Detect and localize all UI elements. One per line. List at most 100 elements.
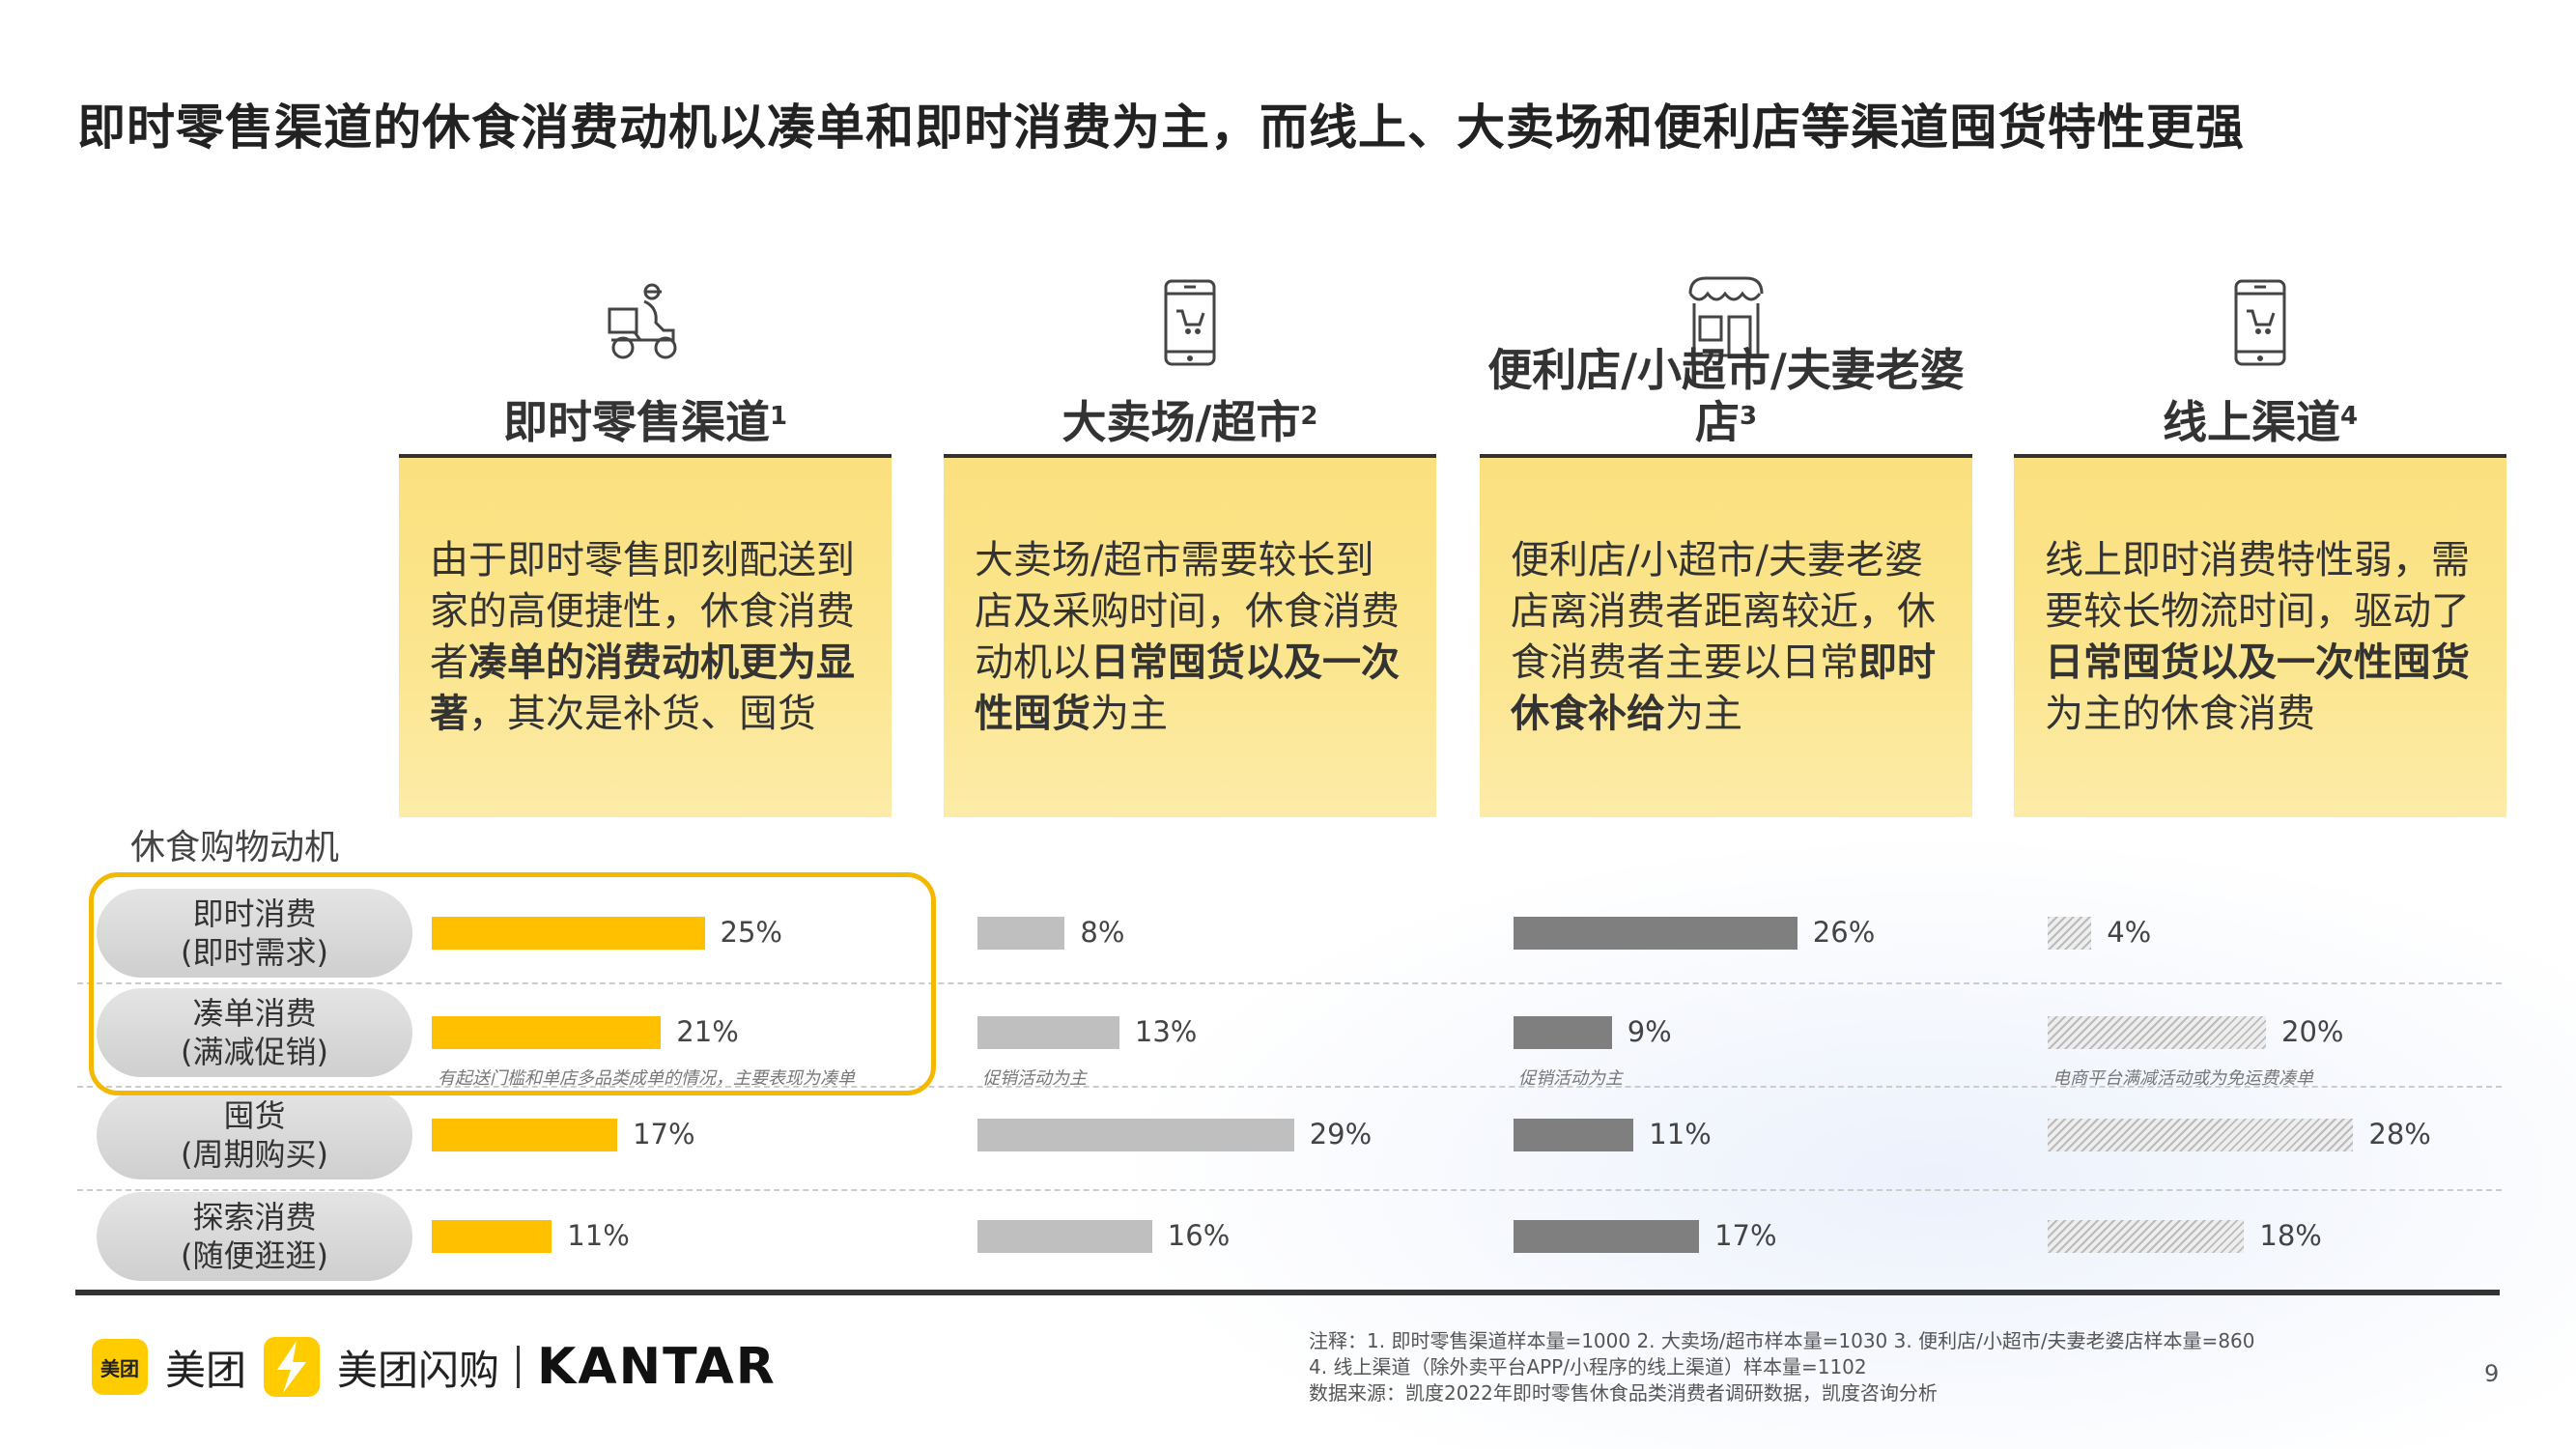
meituan-logo-badge: 美团 — [92, 1339, 148, 1395]
motive-detail: (即时需求) — [181, 934, 328, 971]
bar — [1514, 1016, 1612, 1049]
bar-value: 28% — [2368, 1118, 2431, 1151]
bar — [977, 917, 1065, 950]
motive-name: 凑单消费 — [192, 995, 317, 1032]
page-number: 9 — [2484, 1360, 2500, 1387]
channel-description: 线上即时消费特性弱，需要较长物流时间，驱动了日常囤货以及一次性囤货为主的休食消费 — [2014, 458, 2506, 817]
description-text: 便利店/小超市/夫妻老婆店离消费者距离较近，休食消费者主要以日常 — [1511, 538, 1936, 685]
footnote-ref: 3 — [1739, 402, 1758, 431]
bar — [977, 1016, 1119, 1049]
bar — [432, 1119, 618, 1151]
description-text: ，其次是补货、囤货 — [468, 692, 816, 736]
footnote-line: 4. 线上渠道（除外卖平台APP/小程序的线上渠道）样本量=1102 — [1309, 1355, 1867, 1378]
kantar-logo: KANTAR — [537, 1338, 777, 1396]
background-decoration — [966, 773, 2576, 1449]
channel-column: 即时零售渠道1 由于即时零售即刻配送到家的高便捷性，休食消费者凑单的消费动机更为… — [399, 251, 892, 817]
bar-value: 9% — [1627, 1015, 1672, 1048]
store-icon — [1480, 251, 1972, 357]
motive-label-pill: 探索消费 (随便逛逛) — [97, 1192, 412, 1281]
bar — [432, 1016, 662, 1049]
bar-value: 20% — [2281, 1015, 2344, 1048]
channel-description: 大卖场/超市需要较长到店及采购时间，休食消费动机以日常囤货以及一次性囤货为主 — [944, 458, 1436, 817]
bar-value: 11% — [1649, 1118, 1712, 1151]
description-text: 为主 — [1665, 692, 1742, 736]
header-rule — [944, 454, 1436, 458]
bar-note: 促销活动为主 — [982, 1068, 1087, 1089]
description-text: 大卖场/超市需要较长到店及采购时间，休食消费动机以 — [975, 538, 1400, 685]
divider — [75, 1290, 2500, 1295]
row-separator — [77, 1086, 2502, 1088]
footnote-line: 注释：1. 即时零售渠道样本量=1000 2. 大卖场/超市样本量=1030 3… — [1309, 1329, 2255, 1352]
phone-cart-icon — [944, 251, 1436, 367]
channel-header: 大卖场/超市2 — [944, 367, 1436, 454]
channel-header: 便利店/小超市/夫妻老婆店3 — [1480, 344, 1972, 454]
bar-value: 4% — [2107, 916, 2152, 949]
motive-label-pill: 凑单消费 (满减促销) — [97, 988, 412, 1077]
header-rule — [2014, 454, 2506, 458]
bar — [1514, 1119, 1634, 1151]
channel-header: 线上渠道4 — [2014, 367, 2506, 454]
bar-value: 13% — [1134, 1015, 1198, 1048]
footnote-ref: 4 — [2339, 402, 2359, 431]
bar-value: 29% — [1309, 1118, 1373, 1151]
footnote-ref: 1 — [769, 402, 788, 431]
bar-note: 促销活动为主 — [1518, 1068, 1623, 1089]
bar-value: 17% — [1714, 1219, 1777, 1252]
channel-column: 线上渠道4 线上即时消费特性弱，需要较长物流时间，驱动了日常囤货以及一次性囤货为… — [2014, 251, 2506, 817]
bar-value: 26% — [1812, 916, 1876, 949]
bar-value: 25% — [720, 916, 782, 949]
logo-bar: 美团 美团 美团闪购 KANTAR — [92, 1337, 777, 1397]
bar — [2048, 1220, 2245, 1253]
description-text: 由于即时零售即刻配送到家的高便捷性，休食消费者 — [430, 538, 855, 685]
bar — [432, 917, 705, 950]
meituan-logo: 美团 — [165, 1346, 247, 1394]
motive-name: 囤货 — [223, 1097, 286, 1134]
description-text: 为主 — [1090, 692, 1168, 736]
bar — [1514, 917, 1798, 950]
bar — [977, 1119, 1294, 1151]
channel-name: 便利店/小超市/夫妻老婆店 — [1487, 344, 1965, 448]
highlight-frame — [89, 872, 936, 1095]
bar — [977, 1220, 1152, 1253]
bar — [1514, 1220, 1700, 1253]
description-text: 线上即时消费特性弱，需要较长物流时间，驱动了 — [2045, 538, 2470, 634]
bar-value: 8% — [1080, 916, 1125, 949]
motive-name: 探索消费 — [192, 1199, 317, 1236]
header-rule — [399, 454, 892, 458]
channel-name: 大卖场/超市 — [1062, 396, 1301, 448]
bar-value: 17% — [633, 1118, 695, 1151]
description-text: 凑单的消费动机更为显著 — [430, 640, 855, 736]
channel-column: 大卖场/超市2 大卖场/超市需要较长到店及采购时间，休食消费动机以日常囤货以及一… — [944, 251, 1436, 817]
channel-description: 便利店/小超市/夫妻老婆店离消费者距离较近，休食消费者主要以日常即时休食补给为主 — [1480, 458, 1972, 817]
bar-note: 电商平台满减活动或为免运费凑单 — [2052, 1068, 2313, 1089]
logo-separator — [517, 1346, 521, 1388]
bar-value: 16% — [1167, 1219, 1231, 1252]
bar — [2048, 1119, 2354, 1151]
delivery-scooter-icon — [399, 251, 892, 367]
motive-label-pill: 即时消费 (即时需求) — [97, 889, 412, 978]
motive-detail: (满减促销) — [181, 1034, 328, 1070]
footnotes: 注释：1. 即时零售渠道样本量=1000 2. 大卖场/超市样本量=1030 3… — [1309, 1328, 2255, 1406]
bar-note: 有起送门槛和单店多品类成单的情况，主要表现为凑单 — [438, 1068, 855, 1089]
motive-detail: (周期购买) — [181, 1136, 328, 1173]
description-text: 日常囤货以及一次性囤货 — [2045, 640, 2470, 685]
motive-label: 休食购物动机 — [130, 828, 340, 867]
lightning-icon — [264, 1337, 321, 1397]
motive-label-pill: 囤货 (周期购买) — [97, 1091, 412, 1179]
description-text: 日常囤货以及一次性囤货 — [975, 640, 1400, 736]
channel-header: 即时零售渠道1 — [399, 367, 892, 454]
phone-cart-icon — [2014, 251, 2506, 367]
bar — [2048, 1016, 2266, 1049]
channel-column: 便利店/小超市/夫妻老婆店3 便利店/小超市/夫妻老婆店离消费者距离较近，休食消… — [1480, 251, 1972, 817]
channel-description: 由于即时零售即刻配送到家的高便捷性，休食消费者凑单的消费动机更为显著，其次是补货… — [399, 458, 892, 817]
row-separator — [77, 1189, 2502, 1191]
page-title: 即时零售渠道的休食消费动机以凑单和即时消费为主，而线上、大卖场和便利店等渠道囤货… — [77, 99, 2245, 156]
bar-value: 11% — [567, 1219, 630, 1252]
bar — [432, 1220, 552, 1253]
motive-name: 即时消费 — [192, 895, 317, 932]
motive-detail: (随便逛逛) — [181, 1237, 328, 1274]
bar-value: 21% — [676, 1015, 739, 1048]
bar-value: 18% — [2259, 1219, 2322, 1252]
channel-name: 即时零售渠道 — [502, 396, 770, 448]
bar — [2048, 917, 2092, 950]
